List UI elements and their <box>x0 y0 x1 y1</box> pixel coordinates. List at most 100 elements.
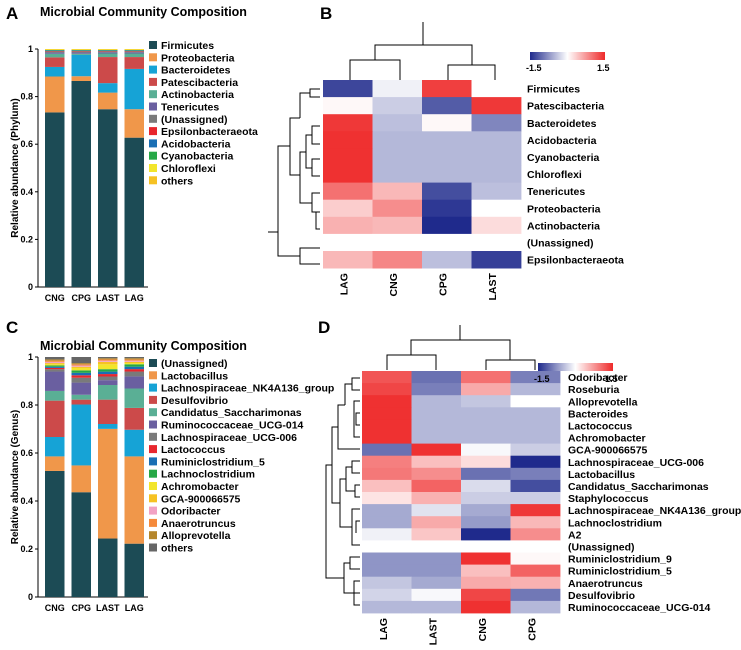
legend-label: Patescibacteria <box>161 77 238 89</box>
bar-segment <box>71 370 91 373</box>
bar-segment <box>45 470 65 597</box>
heatmap-cell <box>323 131 373 149</box>
heatmap-cell <box>411 576 462 590</box>
bar-segment <box>98 83 118 93</box>
bar-segment <box>45 51 65 53</box>
legend-label: (Unassigned) <box>161 114 228 126</box>
bar-segment <box>98 428 118 539</box>
bar-segment <box>124 363 144 365</box>
heatmap-cell <box>372 182 423 201</box>
bar-segment <box>124 360 144 362</box>
legend-label: Odoribacter <box>161 506 221 518</box>
heatmap-col-label: LAST <box>487 273 499 301</box>
heatmap-cell <box>461 552 511 565</box>
panel-label-c: C <box>6 318 18 337</box>
bar-segment <box>45 360 65 362</box>
heatmap-cell <box>471 97 522 115</box>
heatmap-row-label: Ruminiclostridium_9 <box>568 554 672 566</box>
bar-segment <box>71 53 91 55</box>
heatmap-row-label: Firmicutes <box>527 84 580 96</box>
heatmap-cell <box>411 383 462 396</box>
bar-segment <box>45 365 65 367</box>
heatmap-cell <box>411 431 462 444</box>
bar-segment <box>98 385 118 400</box>
heatmap-cell <box>372 148 423 166</box>
heatmap-cell <box>422 182 472 201</box>
bar-segment <box>124 407 144 430</box>
heatmap-cell <box>510 540 561 553</box>
bar-segment <box>71 52 91 54</box>
heatmap-cell <box>362 552 412 565</box>
legend-swatch <box>149 506 157 515</box>
heatmap-cell <box>461 407 511 420</box>
y-tick-label: 0.2 <box>20 544 33 554</box>
heatmap-cell <box>461 504 511 517</box>
bar-segment <box>124 68 144 110</box>
bar-segment <box>124 456 144 544</box>
bar-segment <box>71 366 91 368</box>
bar-segment <box>71 51 91 53</box>
legend-label: Lachnoclostridium <box>161 469 255 481</box>
heatmap-cell <box>461 516 511 529</box>
heatmap-cell <box>411 371 462 384</box>
heatmap-cell <box>471 80 522 98</box>
legend-swatch <box>149 53 157 62</box>
bar-segment <box>98 380 118 386</box>
legend-swatch <box>149 102 157 111</box>
legend-swatch <box>149 114 157 123</box>
x-tick-label: LAG <box>125 603 144 613</box>
heatmap-cell <box>461 383 511 396</box>
legend-label: Epsilonbacteraeota <box>161 126 258 138</box>
bar-segment <box>45 66 65 77</box>
legend-swatch <box>149 395 157 404</box>
heatmap-cell <box>471 148 522 166</box>
heatmap-row-label: Staphylococcus <box>568 493 649 505</box>
heatmap-cell <box>510 431 561 444</box>
bar-segment <box>71 372 91 376</box>
heatmap-row-label: Odoribacter <box>568 372 628 384</box>
heatmap-cell <box>323 199 373 218</box>
bar-segment <box>124 361 144 364</box>
bar-segment <box>45 76 65 113</box>
heatmap-cell <box>372 97 423 115</box>
bar-segment <box>45 357 65 360</box>
heatmap-col-label: CPG <box>526 618 538 641</box>
heatmap-cell <box>411 479 462 493</box>
heatmap-cell <box>323 182 373 201</box>
bar-segment <box>71 394 91 400</box>
heatmap-cell <box>323 114 373 132</box>
heatmap-row-label: Proteobacteria <box>527 203 601 215</box>
heatmap-cell <box>461 540 511 553</box>
heatmap-cell <box>362 467 412 481</box>
legend-label: Proteobacteria <box>161 52 235 64</box>
heatmap-col-label: CPG <box>438 273 450 296</box>
legend-label: Candidatus_Saccharimonas <box>161 407 302 419</box>
heatmap-cell <box>362 492 412 505</box>
heatmap-row-label: Candidatus_Saccharimonas <box>568 481 709 493</box>
legend-swatch <box>149 151 157 160</box>
legend-swatch <box>149 457 157 466</box>
bar-segment <box>98 424 118 429</box>
bar-segment <box>124 388 144 408</box>
legend-swatch <box>149 518 157 527</box>
bar-segment <box>71 80 91 287</box>
bar-segment <box>45 369 65 372</box>
heatmap-cell <box>461 479 511 493</box>
bar-segment <box>124 57 144 69</box>
heatmap-cell <box>411 407 462 420</box>
legend-swatch <box>149 408 157 417</box>
bar-segment <box>124 52 144 54</box>
legend-swatch <box>149 445 157 454</box>
dendrogram-d <box>325 325 536 606</box>
heatmap-cell <box>323 148 373 166</box>
legend-swatch <box>149 127 157 136</box>
legend-swatch <box>149 469 157 478</box>
bar-segment <box>98 374 118 377</box>
heatmap-cell <box>372 199 423 218</box>
heatmap-cell <box>362 419 412 432</box>
legend-label: Alloprevotella <box>161 530 231 542</box>
heatmap-cell <box>362 588 412 602</box>
heatmap-row-label: Patescibacteria <box>527 101 604 113</box>
bar-segment <box>45 361 65 364</box>
